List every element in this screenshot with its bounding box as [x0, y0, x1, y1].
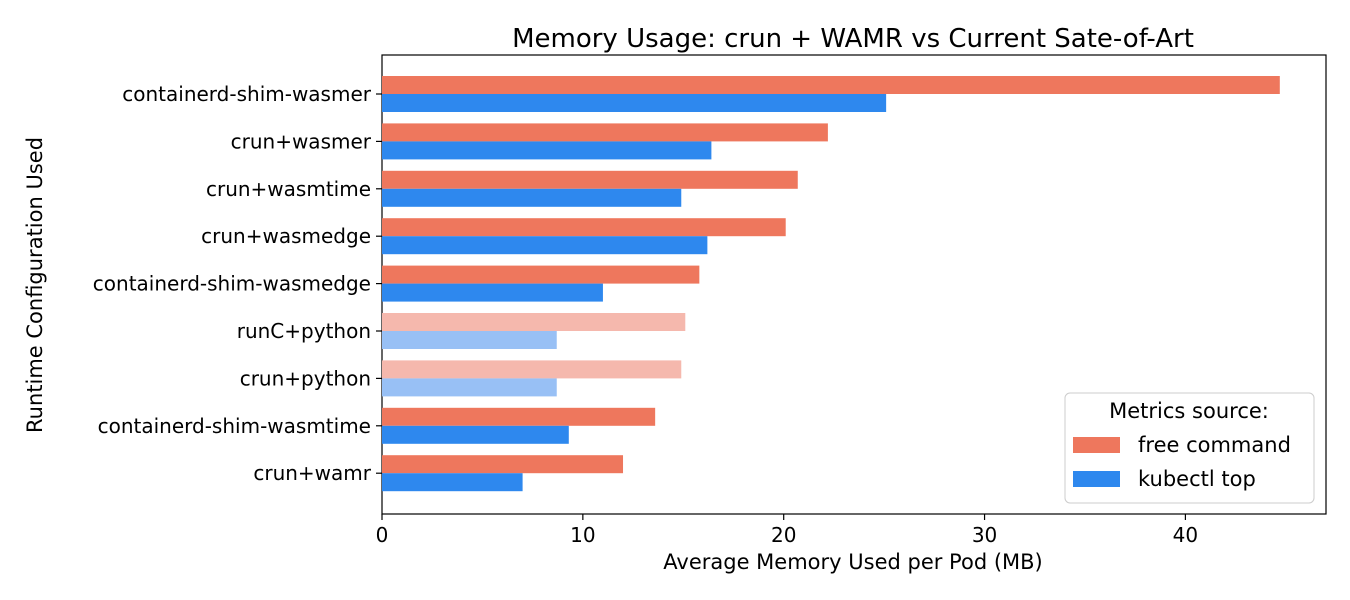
bar-containerd-shim-wasmtime-kubectl-top: [382, 425, 569, 444]
bar-containerd-shim-wasmer-free-command: [382, 76, 1280, 94]
x-axis-label: Average Memory Used per Pod (MB): [663, 550, 1042, 574]
legend-entry-label: kubectl top: [1138, 467, 1256, 491]
x-tick-label: 0: [376, 523, 389, 547]
bar-crun+wasmedge-kubectl-top: [382, 236, 708, 255]
bar-runC+python-kubectl-top: [382, 331, 557, 349]
x-tick-label: 40: [1173, 523, 1198, 547]
legend-entry-label: free command: [1138, 433, 1291, 457]
category-label: runC+python: [237, 319, 371, 343]
bar-containerd-shim-wasmer-kubectl-top: [382, 94, 887, 112]
legend-box: [1064, 392, 1315, 504]
legend-swatch-free-command: [1073, 437, 1120, 453]
category-label: containerd-shim-wasmer: [122, 82, 371, 106]
category-label: containerd-shim-wasmtime: [98, 414, 371, 438]
legend-swatch-kubectl-top: [1073, 471, 1120, 487]
bar-crun+wamr-kubectl-top: [382, 473, 523, 492]
category-labels: containerd-shim-wasmer crun+wasmer crun+wa…: [93, 82, 382, 485]
bar-containerd-shim-wasmedge-kubectl-top: [382, 283, 603, 302]
bar-crun+wasmedge-free-command: [382, 218, 786, 237]
x-tick-label: 30: [972, 523, 997, 547]
bar-crun+python-kubectl-top: [382, 378, 557, 397]
bar-crun+python-free-command: [382, 360, 682, 379]
bar-containerd-shim-wasmtime-free-command: [382, 407, 656, 426]
category-label: containerd-shim-wasmedge: [93, 272, 371, 296]
category-label: crun+wamr: [253, 461, 371, 485]
x-axis-ticks: 0 10 20 30 40: [376, 514, 1198, 547]
category-label: crun+wasmtime: [206, 177, 371, 201]
bar-crun+wasmtime-kubectl-top: [382, 188, 682, 207]
category-label: crun+python: [240, 366, 371, 390]
legend-title: Metrics source:: [1109, 399, 1269, 423]
bar-crun+wasmer-free-command: [382, 123, 828, 142]
bar-crun+wasmtime-free-command: [382, 170, 798, 189]
category-label: crun+wasmedge: [201, 224, 371, 248]
y-axis-label: Runtime Configuration Used: [23, 137, 47, 433]
x-tick-label: 10: [570, 523, 595, 547]
legend: Metrics source: free command kubectl top: [1064, 392, 1315, 504]
bars: [382, 76, 1280, 492]
bar-runC+python-free-command: [382, 313, 686, 331]
category-label: crun+wasmer: [231, 129, 372, 153]
bar-crun+wamr-free-command: [382, 455, 624, 474]
bar-crun+wasmer-kubectl-top: [382, 141, 712, 160]
x-tick-label: 20: [771, 523, 796, 547]
bar-containerd-shim-wasmedge-free-command: [382, 265, 700, 284]
chart-title: Memory Usage: crun + WAMR vs Current Sat…: [512, 24, 1194, 54]
